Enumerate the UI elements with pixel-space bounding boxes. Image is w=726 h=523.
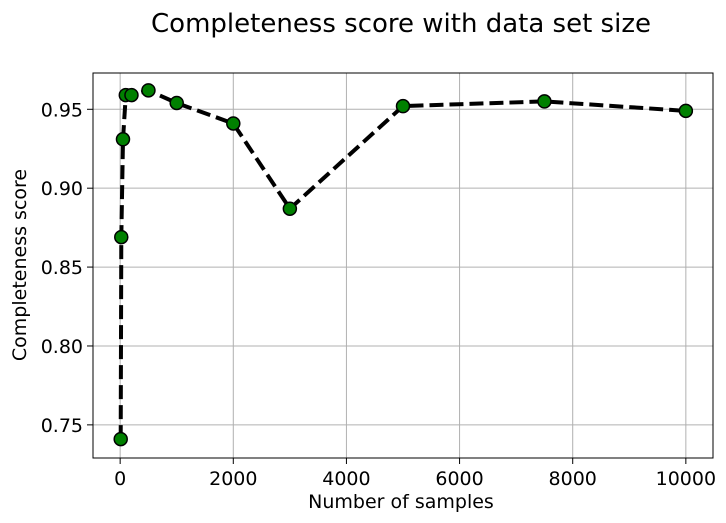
ticks-layer: 0 2000 4000 6000 8000 10000 0.75 0.80 0.85 0.90 0.…: [41, 99, 716, 490]
x-tick-label-3: 6000: [435, 468, 483, 490]
data-point-10: [537, 94, 552, 109]
data-point-11: [678, 103, 694, 119]
x-tick-label-1: 2000: [209, 468, 257, 490]
y-axis-label: Completeness score: [9, 169, 31, 361]
data-point-6: [169, 95, 184, 111]
data-point-4: [124, 87, 139, 103]
data-point-5: [141, 83, 156, 98]
series-layer: [113, 83, 694, 447]
x-tick-label-0: 0: [114, 468, 126, 490]
grid: [93, 73, 713, 458]
plot-frame: [92, 72, 714, 459]
series-line-0: [118, 88, 686, 440]
x-axis-label: Number of samples: [308, 491, 494, 513]
data-point-0: [113, 431, 128, 447]
y-tick-label-2: 0.85: [41, 257, 83, 279]
data-point-1: [114, 229, 129, 245]
data-point-2: [115, 132, 131, 147]
chart-title: Completeness score with data set size: [151, 9, 651, 39]
data-point-7: [226, 116, 241, 131]
data-point-8: [282, 201, 298, 216]
y-tick-label-1: 0.80: [41, 336, 83, 358]
y-tick-label-3: 0.90: [41, 178, 83, 200]
x-tick-label-5: 10000: [656, 468, 716, 490]
data-point-9: [395, 98, 411, 114]
x-tick-label-4: 8000: [549, 468, 597, 490]
y-tick-label-0: 0.75: [41, 415, 83, 437]
y-tick-label-4: 0.95: [41, 99, 83, 121]
x-tick-label-2: 4000: [322, 468, 370, 490]
